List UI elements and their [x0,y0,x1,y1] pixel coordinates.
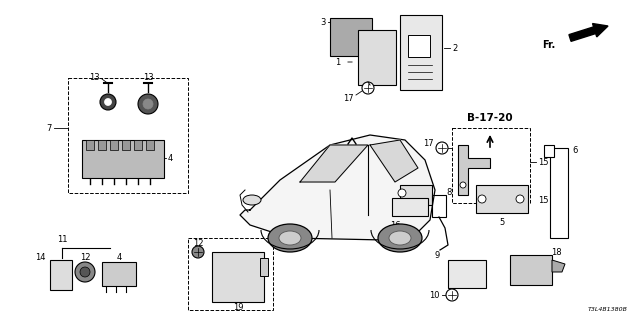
Polygon shape [552,260,565,272]
Bar [550,148,568,238]
Bar [102,262,136,286]
Text: 3: 3 [321,18,326,27]
Text: 13: 13 [143,73,154,82]
Bar [408,35,430,57]
Bar [122,140,130,150]
Text: 7: 7 [47,124,52,132]
Bar [330,18,372,56]
Text: 15: 15 [538,157,548,166]
Text: 15: 15 [538,196,548,204]
Text: 5: 5 [499,218,504,227]
Bar [212,252,264,302]
Text: T3L4B1380B: T3L4B1380B [588,307,628,312]
Text: 4: 4 [168,154,173,163]
Polygon shape [300,145,368,182]
Ellipse shape [243,195,261,205]
Text: B-17-20: B-17-20 [467,113,513,123]
Circle shape [104,99,111,106]
Bar [400,15,442,90]
Text: 8: 8 [446,188,451,196]
Text: 13: 13 [90,73,100,82]
Bar [68,78,188,193]
Circle shape [478,195,486,203]
Bar [432,195,446,217]
Bar [134,140,142,150]
Text: 17: 17 [424,139,434,148]
Bar [188,238,273,310]
Ellipse shape [378,224,422,252]
Text: 16: 16 [390,220,400,229]
Circle shape [192,246,204,258]
Text: 12: 12 [80,253,90,262]
FancyArrow shape [569,24,608,41]
Bar [50,260,72,290]
Polygon shape [370,140,418,182]
Bar [86,140,94,150]
Circle shape [80,267,90,277]
Bar [110,140,118,150]
Text: 17: 17 [344,93,354,102]
Bar [448,260,486,288]
Bar [260,258,268,276]
Text: Fr.: Fr. [541,40,555,50]
Ellipse shape [389,231,411,245]
Bar [452,128,530,203]
Circle shape [362,82,374,94]
Circle shape [436,142,448,154]
Text: 4: 4 [116,253,122,262]
Bar [400,185,432,205]
Text: 1: 1 [335,58,340,67]
Circle shape [446,289,458,301]
Polygon shape [458,145,490,195]
Text: 5: 5 [396,171,401,180]
Circle shape [75,262,95,282]
Bar [98,140,106,150]
Bar [82,140,164,178]
Circle shape [460,182,466,188]
Text: 18: 18 [550,247,561,257]
Bar [476,185,528,213]
Circle shape [143,99,153,109]
Text: 14: 14 [35,253,46,262]
Circle shape [398,189,406,197]
Text: 19: 19 [233,302,243,311]
Ellipse shape [279,231,301,245]
Circle shape [516,195,524,203]
Polygon shape [240,135,435,240]
Text: 6: 6 [572,146,577,155]
Text: 9: 9 [435,252,440,260]
Bar [358,30,396,85]
Text: 2: 2 [452,44,457,52]
Circle shape [138,94,158,114]
Circle shape [100,94,116,110]
Text: 12: 12 [193,238,204,247]
Ellipse shape [268,224,312,252]
Bar [392,198,428,216]
Bar [544,145,554,157]
Text: 11: 11 [57,235,67,244]
Bar [510,255,552,285]
Text: 10: 10 [429,292,440,300]
Bar [146,140,154,150]
